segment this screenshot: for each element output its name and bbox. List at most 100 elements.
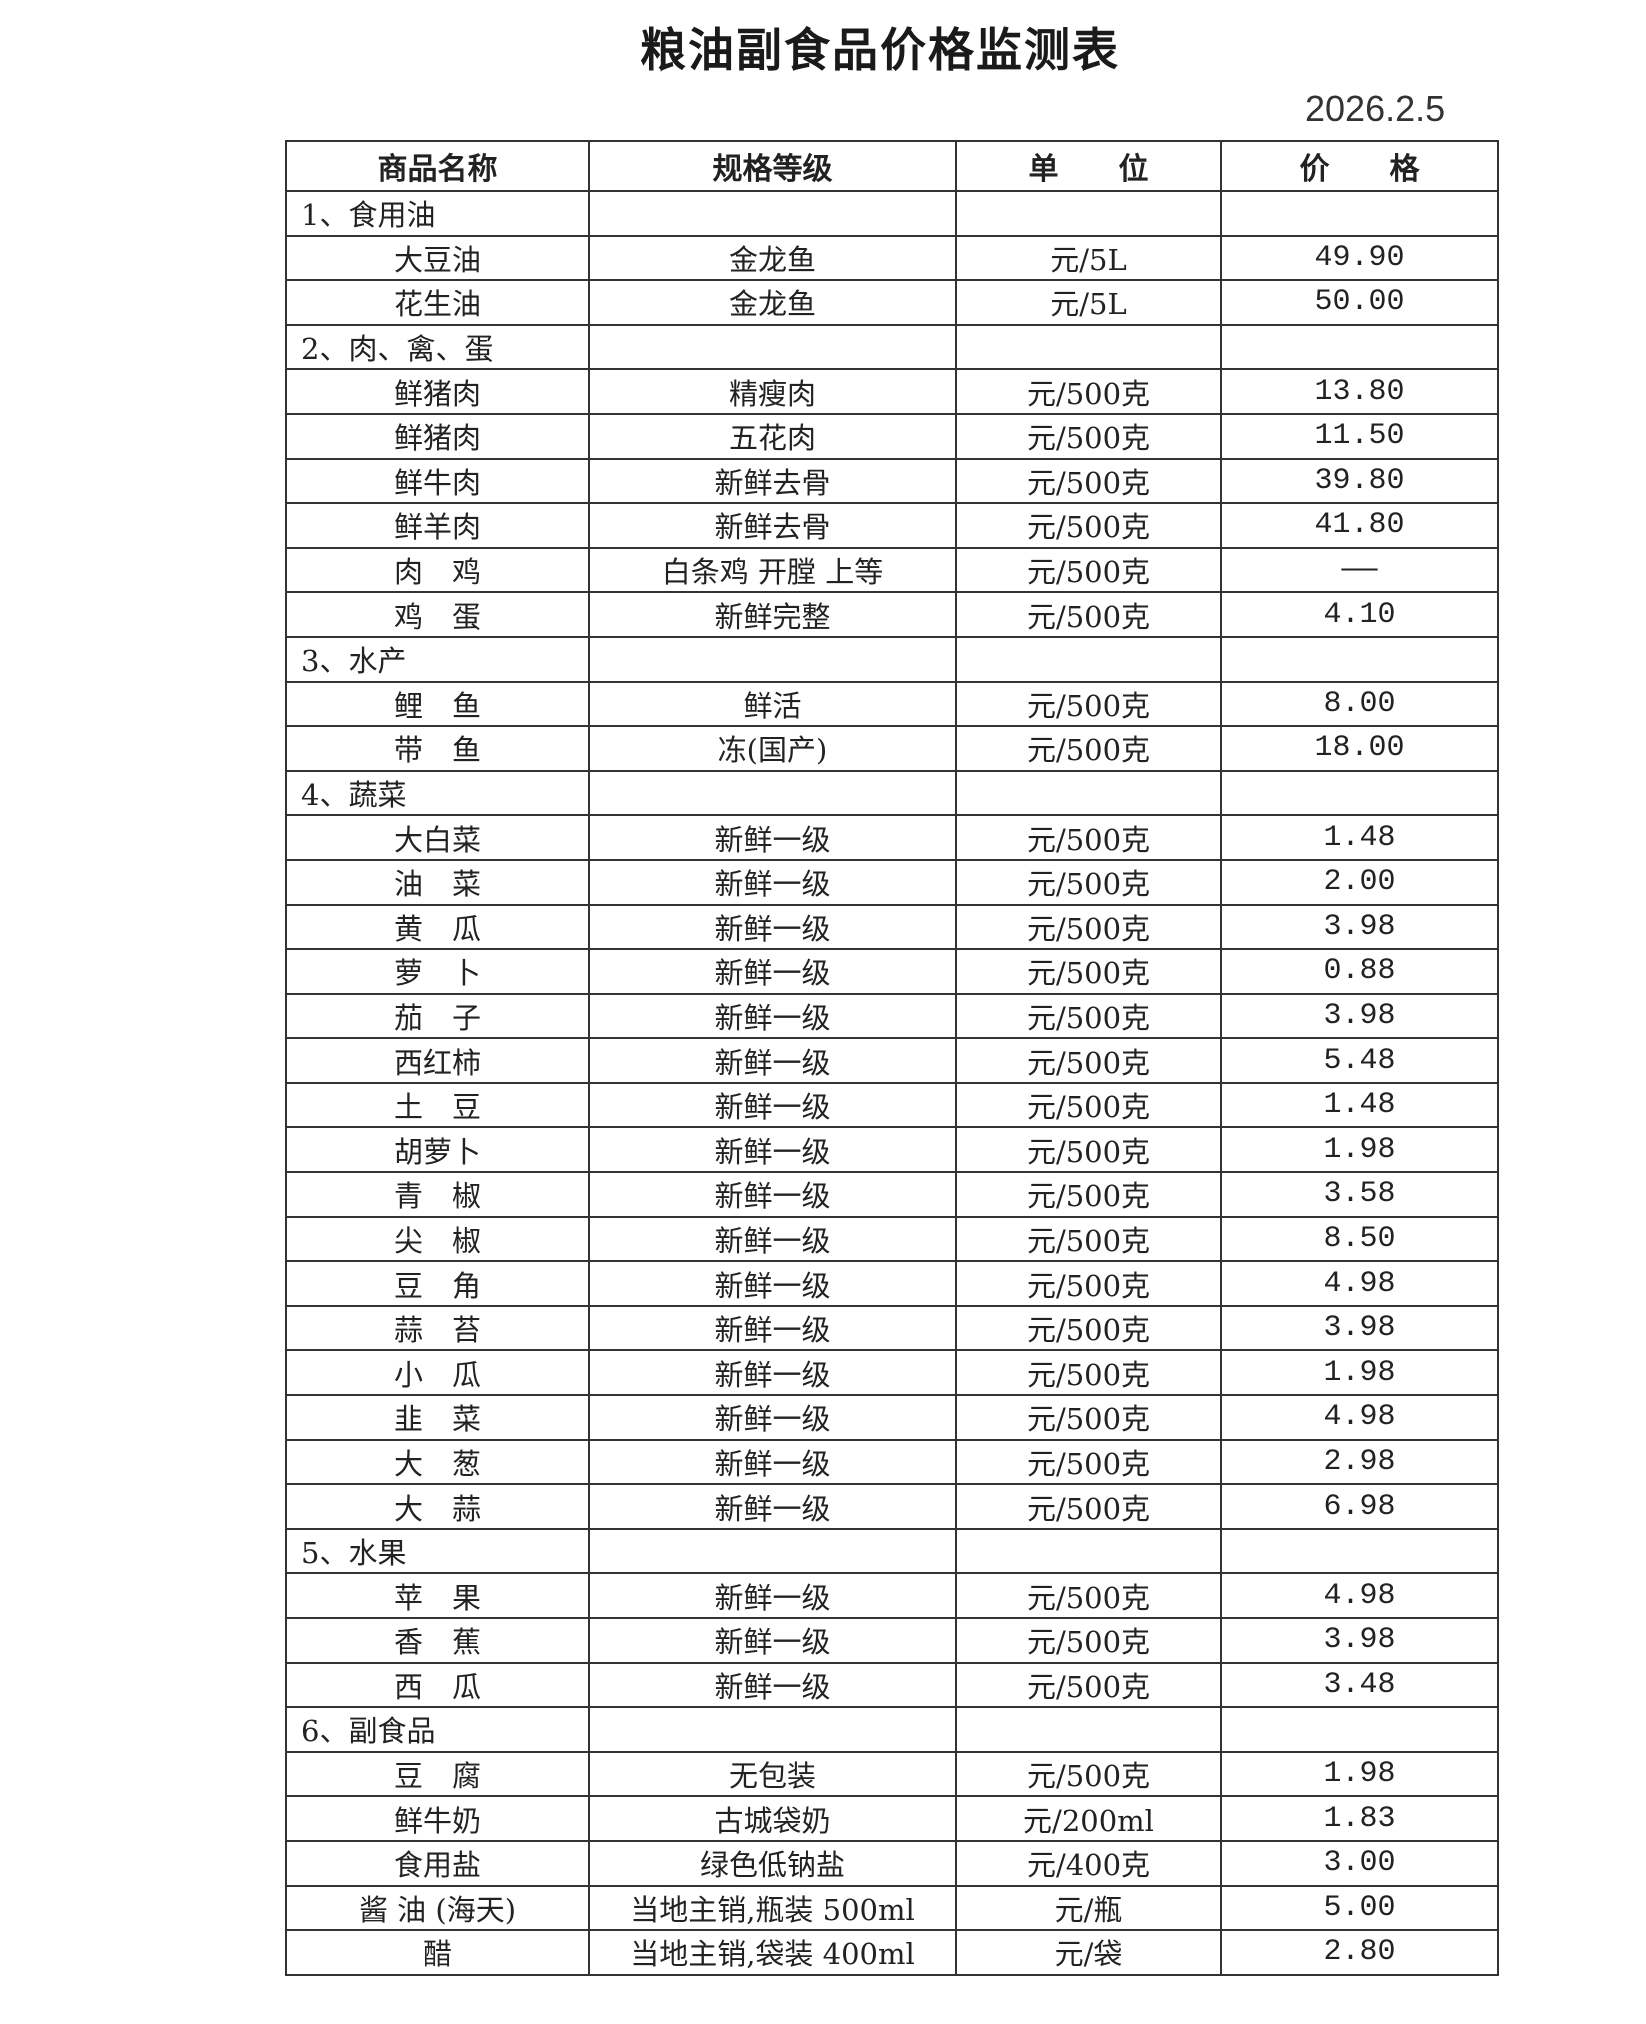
- item-price: 3.98: [1220, 1304, 1499, 1352]
- table-row: 黄 瓜新鲜一级 元/500克 3.98: [285, 903, 1499, 951]
- item-name: 醋: [285, 1929, 590, 1976]
- empty-cell: [1220, 323, 1499, 371]
- item-name: 香 蕉: [285, 1617, 590, 1664]
- empty-cell: [1220, 769, 1499, 817]
- item-unit: 元/500克: [955, 1349, 1222, 1397]
- table-row: 蒜 苔新鲜一级 元/500克 3.98: [285, 1304, 1499, 1352]
- item-name: 油 菜: [285, 858, 590, 906]
- table-row: 西红柿 新鲜一级 元/500克 5.48: [285, 1037, 1499, 1084]
- item-name: 鲤 鱼: [285, 680, 590, 728]
- item-name: 带 鱼: [285, 725, 590, 772]
- item-unit: 元/500克: [955, 1037, 1222, 1084]
- item-price: 3.58: [1220, 1171, 1499, 1218]
- item-unit: 元/5L: [955, 234, 1222, 282]
- category-row: 2、肉、禽、蛋: [285, 323, 1499, 371]
- table-row: 酱 油 (海天) 当地主销,瓶装 500ml 元/瓶 5.00: [285, 1884, 1499, 1932]
- item-name: 西 瓜: [285, 1661, 590, 1709]
- item-spec: 无包装: [588, 1750, 957, 1798]
- item-spec: 古城袋奶: [588, 1795, 957, 1842]
- item-unit: 元/500克: [955, 814, 1222, 861]
- item-price: 1.83: [1220, 1795, 1499, 1842]
- item-spec: 新鲜一级: [588, 1215, 957, 1263]
- category-row: 4、蔬菜: [285, 769, 1499, 817]
- item-price: 50.00: [1220, 279, 1499, 326]
- table-row: 青 椒新鲜一级 元/500克 3.58: [285, 1171, 1499, 1218]
- item-unit: 元/500克: [955, 858, 1222, 906]
- header-unit: 单 位: [955, 140, 1222, 192]
- item-unit: 元/500克: [955, 546, 1222, 594]
- item-price: 3.00: [1220, 1839, 1499, 1887]
- item-price: 39.80: [1220, 457, 1499, 505]
- item-name: 土 豆: [285, 1081, 590, 1129]
- table-row: 豆 角新鲜一级 元/500克 4.98: [285, 1260, 1499, 1307]
- category-label: 2、肉、禽、蛋: [285, 323, 590, 371]
- table-row: 食用盐 绿色低钠盐 元/400克 3.00: [285, 1839, 1499, 1887]
- empty-cell: [955, 769, 1222, 817]
- table-row: 鲜猪肉 精瘦肉 元/500克 13.80: [285, 368, 1499, 415]
- item-name: 蒜 苔: [285, 1304, 590, 1352]
- item-price: 3.48: [1220, 1661, 1499, 1709]
- item-name: 鲜牛奶: [285, 1795, 590, 1842]
- table-row: 香 蕉新鲜一级 元/500克 3.98: [285, 1617, 1499, 1664]
- category-label: 5、水果: [285, 1527, 590, 1575]
- item-spec: 新鲜一级: [588, 1438, 957, 1486]
- item-unit: 元/500克: [955, 1483, 1222, 1530]
- page-title: 粮油副食品价格监测表: [640, 23, 1120, 77]
- item-spec: 新鲜一级: [588, 903, 957, 951]
- item-name: 茄 子: [285, 992, 590, 1040]
- category-row: 3、水产: [285, 635, 1499, 683]
- item-unit: 元/500克: [955, 680, 1222, 728]
- item-spec: 新鲜一级: [588, 858, 957, 906]
- empty-cell: [1220, 1706, 1499, 1753]
- table-row: 萝 卜新鲜一级 元/500克 0.88: [285, 948, 1499, 995]
- item-price: 4.98: [1220, 1260, 1499, 1307]
- item-name: 韭 菜: [285, 1394, 590, 1441]
- item-unit: 元/500克: [955, 903, 1222, 951]
- empty-cell: [588, 190, 957, 237]
- item-unit: 元/500克: [955, 1171, 1222, 1218]
- item-name: 大豆油: [285, 234, 590, 282]
- item-unit: 元/500克: [955, 1438, 1222, 1486]
- table-row: 醋当地主销,袋装 400ml 元/袋 2.80: [285, 1929, 1499, 1976]
- item-name: 豆 腐: [285, 1750, 590, 1798]
- report-date: 2026.2.5: [1305, 88, 1446, 129]
- item-spec: 新鲜一级: [588, 1126, 957, 1174]
- table-row: 土 豆新鲜一级 元/500克 1.48: [285, 1081, 1499, 1129]
- empty-cell: [588, 635, 957, 683]
- item-unit: 元/500克: [955, 1617, 1222, 1664]
- item-spec: 白条鸡 开膛 上等: [588, 546, 957, 594]
- empty-cell: [1220, 190, 1499, 237]
- table-row: 鲤 鱼鲜活 元/500克 8.00: [285, 680, 1499, 728]
- category-row: 6、副食品: [285, 1706, 1499, 1753]
- empty-cell: [588, 1706, 957, 1753]
- item-name: 鲜羊肉: [285, 502, 590, 549]
- table-row: 鸡 蛋新鲜完整 元/500克 4.10: [285, 591, 1499, 638]
- empty-cell: [955, 190, 1222, 237]
- item-price: 3.98: [1220, 1617, 1499, 1664]
- item-price: 2.98: [1220, 1438, 1499, 1486]
- table-row: 西 瓜新鲜一级 元/500克 3.48: [285, 1661, 1499, 1709]
- item-unit: 元/400克: [955, 1839, 1222, 1887]
- item-name: 大白菜: [285, 814, 590, 861]
- item-unit: 元/500克: [955, 1572, 1222, 1619]
- item-unit: 元/5L: [955, 279, 1222, 326]
- empty-cell: [588, 1527, 957, 1575]
- table-row: 鲜牛奶 古城袋奶 元/200ml 1.83: [285, 1795, 1499, 1842]
- item-unit: 元/500克: [955, 412, 1222, 460]
- item-unit: 元/500克: [955, 948, 1222, 995]
- item-name: 豆 角: [285, 1260, 590, 1307]
- empty-cell: [1220, 635, 1499, 683]
- item-price: 1.48: [1220, 814, 1499, 861]
- item-unit: 元/500克: [955, 1126, 1222, 1174]
- item-price: 4.98: [1220, 1572, 1499, 1619]
- item-price: 2.00: [1220, 858, 1499, 906]
- table-row: 大白菜 新鲜一级 元/500克 1.48: [285, 814, 1499, 861]
- table-row: 大豆油 金龙鱼 元/5L 49.90: [285, 234, 1499, 282]
- item-name: 小 瓜: [285, 1349, 590, 1397]
- item-name: 大 蒜: [285, 1483, 590, 1530]
- item-spec: 新鲜一级: [588, 1661, 957, 1709]
- item-spec: 新鲜一级: [588, 1483, 957, 1530]
- category-label: 4、蔬菜: [285, 769, 590, 817]
- item-price: 4.10: [1220, 591, 1499, 638]
- header-row: 商品名称 规格等级 单 位 价 格: [285, 140, 1499, 192]
